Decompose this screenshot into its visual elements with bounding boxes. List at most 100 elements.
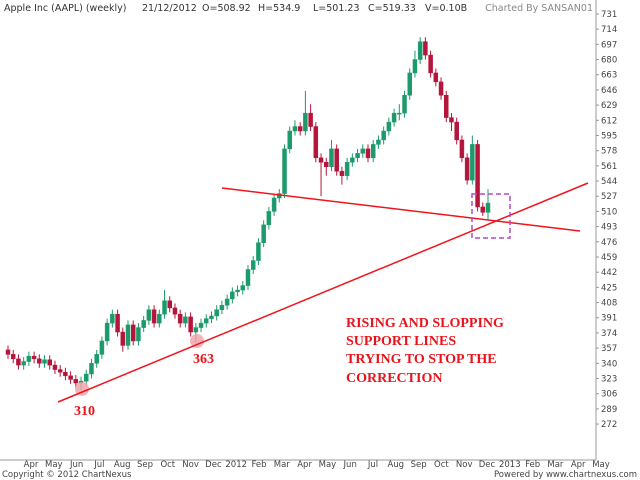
y-tick-label: 510 <box>601 207 617 217</box>
annotation: TRYING TO STOP THE <box>346 352 497 367</box>
x-tick-label: Aug <box>387 460 404 470</box>
candle-body <box>292 126 298 132</box>
candle-body <box>365 148 371 159</box>
x-tick-label: Sep <box>411 460 427 470</box>
candle-body <box>297 126 303 132</box>
footer: Copyright © 2012 ChartNexus <box>2 470 132 480</box>
y-tick-label: 697 <box>601 40 617 50</box>
y-tick-label: 357 <box>601 344 617 354</box>
candle-body <box>63 371 68 377</box>
x-tick-label: Apr <box>571 460 586 470</box>
y-tick-label: 459 <box>601 253 617 263</box>
candle-body <box>141 320 146 328</box>
credit: Charted By SANSAN01 <box>485 3 593 14</box>
candle-body <box>214 309 219 317</box>
candle-body <box>324 162 329 167</box>
x-tick-label: Oct <box>434 460 449 470</box>
candle-body <box>245 269 251 286</box>
header-open: O=508.92 <box>202 3 251 14</box>
y-tick-label: 442 <box>601 268 617 278</box>
header-high: H=534.9 <box>258 3 300 14</box>
candle-body <box>313 126 319 159</box>
y-tick-label: 731 <box>601 10 617 20</box>
y-tick-label: 340 <box>601 359 617 369</box>
candle-body <box>120 331 126 346</box>
candle-body <box>146 309 152 321</box>
candle-body <box>167 300 172 309</box>
x-tick-label: Jun <box>69 460 83 470</box>
x-tick-label: Dec <box>205 460 222 470</box>
candle-body <box>42 359 47 364</box>
candle-body <box>26 355 32 362</box>
candle-body <box>89 363 94 375</box>
candle-body <box>37 358 42 364</box>
footer: Powered by www.chartnexus.com <box>494 470 637 480</box>
y-tick-label: 595 <box>601 131 617 141</box>
x-tick-label: Apr <box>297 460 312 470</box>
y-tick-label: 425 <box>601 283 617 293</box>
y-tick-label: 323 <box>601 374 617 384</box>
annotation: SUPPORT LINES <box>346 334 456 349</box>
candle-body <box>31 355 37 360</box>
candle-body <box>136 327 141 342</box>
candle-body <box>318 157 324 163</box>
candle-body <box>391 112 397 123</box>
candle-body <box>151 309 157 324</box>
candle-body <box>417 41 423 60</box>
candle-body <box>162 300 167 315</box>
candle-body <box>177 313 183 324</box>
candle-body <box>115 313 120 333</box>
y-tick-label: 527 <box>601 192 617 202</box>
candle-body <box>235 289 240 293</box>
y-tick-label: 493 <box>601 223 617 233</box>
candle-body <box>104 322 110 342</box>
candle-body <box>193 327 199 333</box>
candle-body <box>412 59 418 74</box>
candle-body <box>381 130 386 141</box>
candle-body <box>376 139 381 145</box>
candle-body <box>282 148 287 194</box>
candle-body <box>219 304 225 310</box>
candle-body <box>261 224 266 243</box>
candle-body <box>459 139 465 159</box>
x-tick-label: Nov <box>456 460 473 470</box>
candle-body <box>355 153 360 159</box>
candle-body <box>402 95 407 114</box>
y-tick-label: 629 <box>601 101 617 111</box>
candle-body <box>99 340 105 355</box>
y-tick-label: 408 <box>601 299 617 309</box>
candle-body <box>470 144 475 181</box>
candle-body <box>344 162 350 176</box>
candle-body <box>334 148 339 172</box>
candle-body <box>360 148 366 154</box>
y-tick-label: 561 <box>601 162 617 172</box>
candle-body <box>57 369 63 373</box>
y-tick-label: 306 <box>601 390 617 400</box>
candle-body <box>433 72 439 83</box>
candle-body <box>303 112 308 132</box>
candle-body <box>73 379 79 384</box>
candle-body <box>444 95 449 118</box>
candle-body <box>464 157 470 181</box>
x-tick-label: Aug <box>114 460 131 470</box>
x-tick-label: Apr <box>24 460 39 470</box>
candle-body <box>454 121 459 141</box>
point-label: 363 <box>193 352 214 367</box>
annotation: CORRECTION <box>346 371 442 386</box>
candle-body <box>370 144 376 159</box>
candle-body <box>188 316 193 333</box>
trend-line <box>57 182 589 403</box>
y-tick-label: 663 <box>601 71 617 81</box>
candle-body <box>110 313 115 324</box>
candle-body <box>209 315 214 319</box>
candle-body <box>94 354 99 364</box>
y-tick-label: 391 <box>601 314 617 324</box>
candle-body <box>350 157 355 163</box>
x-tick-label: May <box>592 460 610 470</box>
candle-body <box>397 112 402 115</box>
candle-body <box>329 148 334 167</box>
x-tick-label: Mar <box>547 460 564 470</box>
candle-body <box>485 202 491 213</box>
candle-body <box>157 313 162 324</box>
